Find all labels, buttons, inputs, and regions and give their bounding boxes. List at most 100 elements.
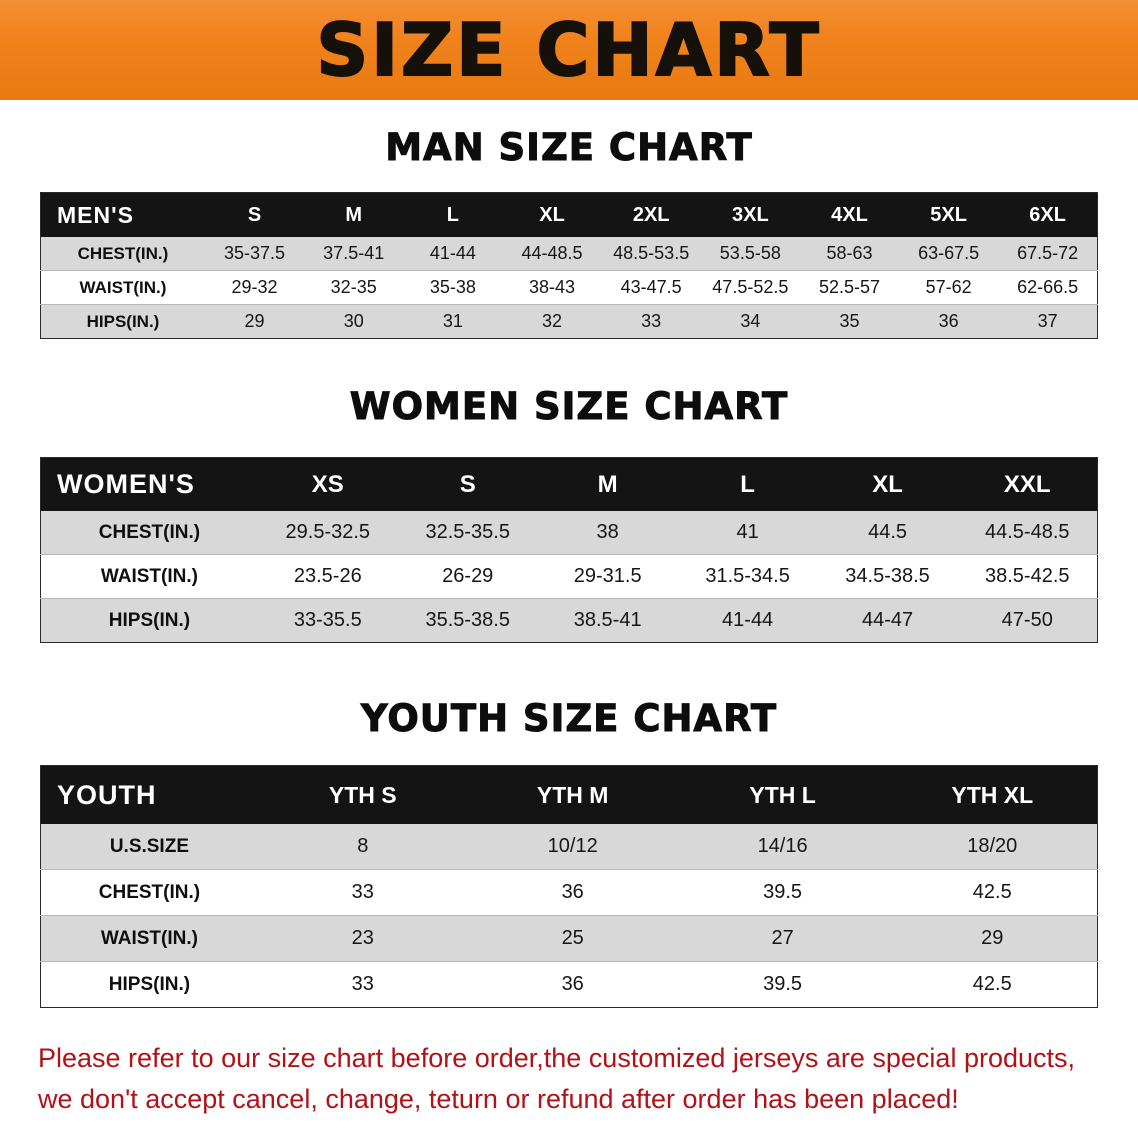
page-title: SIZE CHART xyxy=(315,8,822,92)
row-label: WAIST(IN.) xyxy=(40,554,258,599)
women-size-chart-section: WOMEN SIZE CHART WOMEN'S XS S M L XL XXL CHEST(I… xyxy=(0,385,1138,643)
size-value-cell: 10/12 xyxy=(467,824,678,870)
size-value-cell: 47.5-52.5 xyxy=(700,270,800,305)
youth-table-title: YOUTH xyxy=(40,765,258,824)
women-column-header-m: M xyxy=(537,457,678,511)
size-value-cell: 47-50 xyxy=(957,598,1098,643)
size-value-cell: 14/16 xyxy=(677,824,888,870)
size-value-cell: 29 xyxy=(887,915,1098,962)
size-value-cell: 44-47 xyxy=(817,598,958,643)
row-label: HIPS(IN.) xyxy=(40,598,258,643)
size-value-cell: 41-44 xyxy=(403,237,503,271)
youth-column-header-yth-l: YTH L xyxy=(677,765,888,824)
men-column-header-2xl: 2XL xyxy=(601,192,701,237)
size-value-cell: 25 xyxy=(467,915,678,962)
notice-line-1: Please refer to our size chart before or… xyxy=(38,1043,1076,1073)
size-value-cell: 42.5 xyxy=(887,961,1098,1008)
size-value-cell: 32 xyxy=(502,304,602,339)
men-row-waist-in: WAIST(IN.) 29-32 32-35 35-38 38-43 43-47.5 47.… xyxy=(40,270,1098,305)
size-value-cell: 41-44 xyxy=(677,598,818,643)
men-column-header-3xl: 3XL xyxy=(700,192,800,237)
men-column-header-l: L xyxy=(403,192,503,237)
notice-line-2: we don't accept cancel, change, teturn o… xyxy=(38,1084,959,1114)
row-label: WAIST(IN.) xyxy=(40,270,205,305)
size-value-cell: 34 xyxy=(700,304,800,339)
men-size-chart-section: MAN SIZE CHART MEN'S S M L XL 2XL 3XL 4XL 5XL 6XL C… xyxy=(0,126,1138,339)
size-value-cell: 35-38 xyxy=(403,270,503,305)
size-value-cell: 31.5-34.5 xyxy=(677,554,818,599)
size-value-cell: 38.5-42.5 xyxy=(957,554,1098,599)
size-value-cell: 29 xyxy=(204,304,305,339)
size-value-cell: 57-62 xyxy=(899,270,999,305)
women-row-waist-in: WAIST(IN.) 23.5-26 26-29 29-31.5 31.5-34.5 34… xyxy=(40,554,1098,599)
footer-notice: Please refer to our size chart before or… xyxy=(38,1038,1138,1120)
size-chart-sections: MAN SIZE CHART MEN'S S M L XL 2XL 3XL 4XL 5XL 6XL C… xyxy=(0,126,1138,1008)
size-value-cell: 42.5 xyxy=(887,869,1098,916)
youth-row-chest-in: CHEST(IN.) 33 36 39.5 42.5 xyxy=(40,869,1098,916)
youth-row-u-s-size: U.S.SIZE 8 10/12 14/16 18/20 xyxy=(40,824,1098,870)
women-table-title: WOMEN'S xyxy=(40,457,258,511)
women-size-table: WOMEN'S XS S M L XL XXL CHEST(IN.) 29.5-32.5 32.5… xyxy=(40,457,1098,643)
size-value-cell: 23.5-26 xyxy=(257,554,398,599)
size-value-cell: 18/20 xyxy=(887,824,1098,870)
women-column-header-l: L xyxy=(677,457,818,511)
size-value-cell: 23 xyxy=(257,915,468,962)
size-value-cell: 38.5-41 xyxy=(537,598,678,643)
size-value-cell: 63-67.5 xyxy=(899,237,999,271)
size-value-cell: 29-32 xyxy=(204,270,305,305)
size-value-cell: 35 xyxy=(799,304,900,339)
youth-table-header-row: YOUTH YTH S YTH M YTH L YTH XL xyxy=(40,765,1098,824)
size-value-cell: 33-35.5 xyxy=(257,598,398,643)
size-value-cell: 43-47.5 xyxy=(601,270,701,305)
size-value-cell: 33 xyxy=(257,869,468,916)
size-value-cell: 34.5-38.5 xyxy=(817,554,958,599)
youth-column-header-yth-xl: YTH XL xyxy=(887,765,1098,824)
size-value-cell: 35.5-38.5 xyxy=(397,598,538,643)
row-label: CHEST(IN.) xyxy=(40,869,258,916)
women-column-header-xxl: XXL xyxy=(957,457,1098,511)
row-label: CHEST(IN.) xyxy=(40,237,205,271)
size-value-cell: 38-43 xyxy=(502,270,602,305)
youth-size-table: YOUTH YTH S YTH M YTH L YTH XL U.S.SIZE 8 10/12… xyxy=(40,765,1098,1008)
size-value-cell: 36 xyxy=(467,961,678,1008)
size-value-cell: 58-63 xyxy=(799,237,900,271)
row-label: CHEST(IN.) xyxy=(40,511,258,555)
men-row-hips-in: HIPS(IN.) 29 30 31 32 33 34 35 36 37 xyxy=(40,304,1098,339)
women-table-header-row: WOMEN'S XS S M L XL XXL xyxy=(40,457,1098,511)
women-column-header-s: S xyxy=(397,457,538,511)
size-value-cell: 33 xyxy=(257,961,468,1008)
row-label: HIPS(IN.) xyxy=(40,304,205,339)
women-column-header-xs: XS xyxy=(257,457,398,511)
size-value-cell: 35-37.5 xyxy=(204,237,305,271)
row-label: U.S.SIZE xyxy=(40,824,258,870)
size-value-cell: 33 xyxy=(601,304,701,339)
size-value-cell: 44-48.5 xyxy=(502,237,602,271)
youth-row-waist-in: WAIST(IN.) 23 25 27 29 xyxy=(40,915,1098,962)
men-column-header-6xl: 6XL xyxy=(998,192,1098,237)
men-column-header-s: S xyxy=(204,192,305,237)
size-value-cell: 36 xyxy=(467,869,678,916)
size-value-cell: 26-29 xyxy=(397,554,538,599)
banner: SIZE CHART xyxy=(0,0,1138,100)
size-value-cell: 37 xyxy=(998,304,1098,339)
men-size-table: MEN'S S M L XL 2XL 3XL 4XL 5XL 6XL CHEST(IN.) 35-37… xyxy=(40,192,1098,339)
size-value-cell: 39.5 xyxy=(677,961,888,1008)
size-value-cell: 8 xyxy=(257,824,468,870)
size-value-cell: 29.5-32.5 xyxy=(257,511,398,555)
men-section-heading: MAN SIZE CHART xyxy=(385,126,753,170)
men-column-header-5xl: 5XL xyxy=(899,192,999,237)
row-label: HIPS(IN.) xyxy=(40,961,258,1008)
men-table-header-row: MEN'S S M L XL 2XL 3XL 4XL 5XL 6XL xyxy=(40,192,1098,237)
men-column-header-4xl: 4XL xyxy=(799,192,900,237)
women-section-heading: WOMEN SIZE CHART xyxy=(349,385,789,429)
size-value-cell: 48.5-53.5 xyxy=(601,237,701,271)
men-row-chest-in: CHEST(IN.) 35-37.5 37.5-41 41-44 44-48.5 48.5… xyxy=(40,237,1098,271)
youth-size-chart-section: YOUTH SIZE CHART YOUTH YTH S YTH M YTH L YTH … xyxy=(0,697,1138,1008)
size-value-cell: 44.5 xyxy=(817,511,958,555)
youth-row-hips-in: HIPS(IN.) 33 36 39.5 42.5 xyxy=(40,961,1098,1008)
row-label: WAIST(IN.) xyxy=(40,915,258,962)
size-value-cell: 38 xyxy=(537,511,678,555)
youth-section-heading: YOUTH SIZE CHART xyxy=(360,697,778,741)
size-value-cell: 41 xyxy=(677,511,818,555)
